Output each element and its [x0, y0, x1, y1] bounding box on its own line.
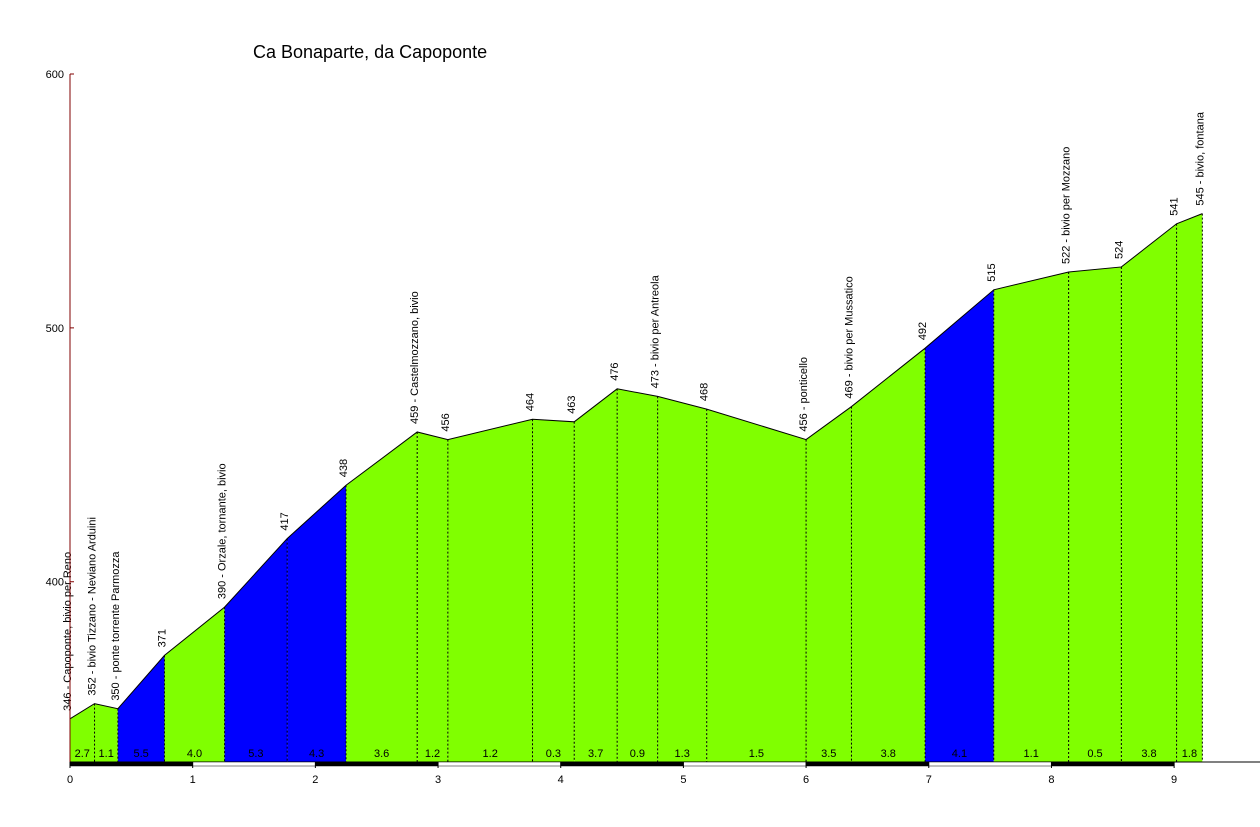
- x-tick-label: 6: [803, 774, 809, 786]
- segment: [287, 485, 347, 762]
- segment: [532, 419, 575, 762]
- gradient-label: 0.3: [546, 748, 561, 760]
- point-label: 371: [156, 629, 168, 647]
- gradient-label: 1.3: [675, 748, 690, 760]
- gradient-label: 1.1: [1024, 748, 1039, 760]
- segment: [447, 419, 533, 762]
- gradient-label: 2.7: [75, 748, 90, 760]
- segment: [224, 538, 288, 762]
- point-label: 346 - Capoponte, bivio per Reno: [62, 552, 74, 711]
- y-tick-label: 400: [46, 577, 64, 589]
- gradient-label: 1.8: [1182, 748, 1197, 760]
- point-label: 456 - ponticello: [798, 357, 810, 432]
- point-label: 545 - bivio, fontana: [1194, 111, 1206, 205]
- gradient-label: 3.5: [821, 748, 836, 760]
- gradient-label: 0.9: [630, 748, 645, 760]
- point-label: 469 - bivio per Mussatico: [843, 276, 855, 398]
- km-bar: [683, 761, 807, 767]
- profile-line: [69, 213, 1203, 720]
- point-label: 476: [609, 362, 621, 380]
- km-bar: [1051, 761, 1175, 767]
- x-tick-label: 4: [558, 774, 564, 786]
- point-label: 438: [338, 459, 350, 477]
- gradient-label: 3.8: [881, 748, 896, 760]
- segment: [417, 431, 448, 762]
- gradient-label: 1.2: [425, 748, 440, 760]
- segment: [993, 272, 1069, 762]
- segment: [1121, 223, 1177, 762]
- gradient-label: 5.3: [248, 748, 263, 760]
- km-bar: [315, 761, 439, 767]
- gradient-label: 3.8: [1141, 748, 1156, 760]
- segment: [1176, 213, 1203, 763]
- segment: [70, 703, 95, 762]
- point-label: 456: [440, 413, 452, 431]
- segment: [574, 388, 618, 762]
- y-tick-label: 500: [46, 323, 64, 335]
- segment: [346, 431, 418, 762]
- x-tick-label: 7: [926, 774, 932, 786]
- point-label: 492: [917, 322, 929, 340]
- segment: [617, 388, 658, 762]
- segment: [806, 406, 852, 762]
- point-label: 473 - bivio per Antreola: [650, 274, 662, 388]
- km-bar: [437, 761, 561, 767]
- x-tick-label: 2: [312, 774, 318, 786]
- km-bar: [928, 761, 1052, 767]
- gradient-label: 3.6: [374, 748, 389, 760]
- x-tick-label: 1: [190, 774, 196, 786]
- x-tick-label: 0: [67, 774, 73, 786]
- point-label: 522 - bivio per Mozzano: [1061, 147, 1073, 264]
- x-tick-label: 3: [435, 774, 441, 786]
- point-label: 352 - bivio Tizzano - Neviano Arduini: [87, 517, 99, 696]
- point-label: 541: [1169, 197, 1181, 215]
- point-label: 459 - Castelmozzano, bivio: [409, 291, 421, 424]
- gradient-label: 4.1: [952, 748, 967, 760]
- km-bar: [69, 761, 193, 767]
- segment: [925, 289, 994, 762]
- gradient-label: 5.5: [134, 748, 149, 760]
- segment: [657, 396, 707, 762]
- gradient-label: 0.5: [1087, 748, 1102, 760]
- segment: [164, 607, 225, 762]
- point-label: 350 - ponte torrente Parmozza: [110, 551, 122, 701]
- gradient-label: 1.5: [749, 748, 764, 760]
- x-tick-label: 5: [680, 774, 686, 786]
- km-bar: [805, 761, 930, 767]
- point-label: 417: [279, 512, 291, 530]
- point-label: 390 - Orzale, tornante, bivio: [217, 463, 229, 599]
- km-bar: [192, 761, 316, 767]
- chart-title: Ca Bonaparte, da Capoponte: [253, 42, 487, 62]
- gradient-label: 4.0: [187, 748, 202, 760]
- point-label: 468: [699, 383, 711, 401]
- segment: [117, 655, 165, 762]
- y-tick-label: 600: [46, 69, 64, 81]
- segment: [706, 409, 807, 762]
- km-bar: [560, 761, 684, 767]
- segment: [94, 703, 118, 762]
- point-label: 515: [986, 263, 998, 281]
- point-label: 464: [525, 393, 537, 411]
- gradient-label: 1.1: [99, 748, 114, 760]
- gradient-label: 1.2: [483, 748, 498, 760]
- gradient-label: 3.7: [588, 748, 603, 760]
- x-tick-label: 9: [1171, 774, 1177, 786]
- point-label: 463: [566, 395, 578, 413]
- point-label: 524: [1113, 241, 1125, 259]
- x-tick-label: 8: [1048, 774, 1054, 786]
- segment: [851, 348, 926, 762]
- segment: [1068, 266, 1122, 762]
- gradient-label: 4.3: [309, 748, 324, 760]
